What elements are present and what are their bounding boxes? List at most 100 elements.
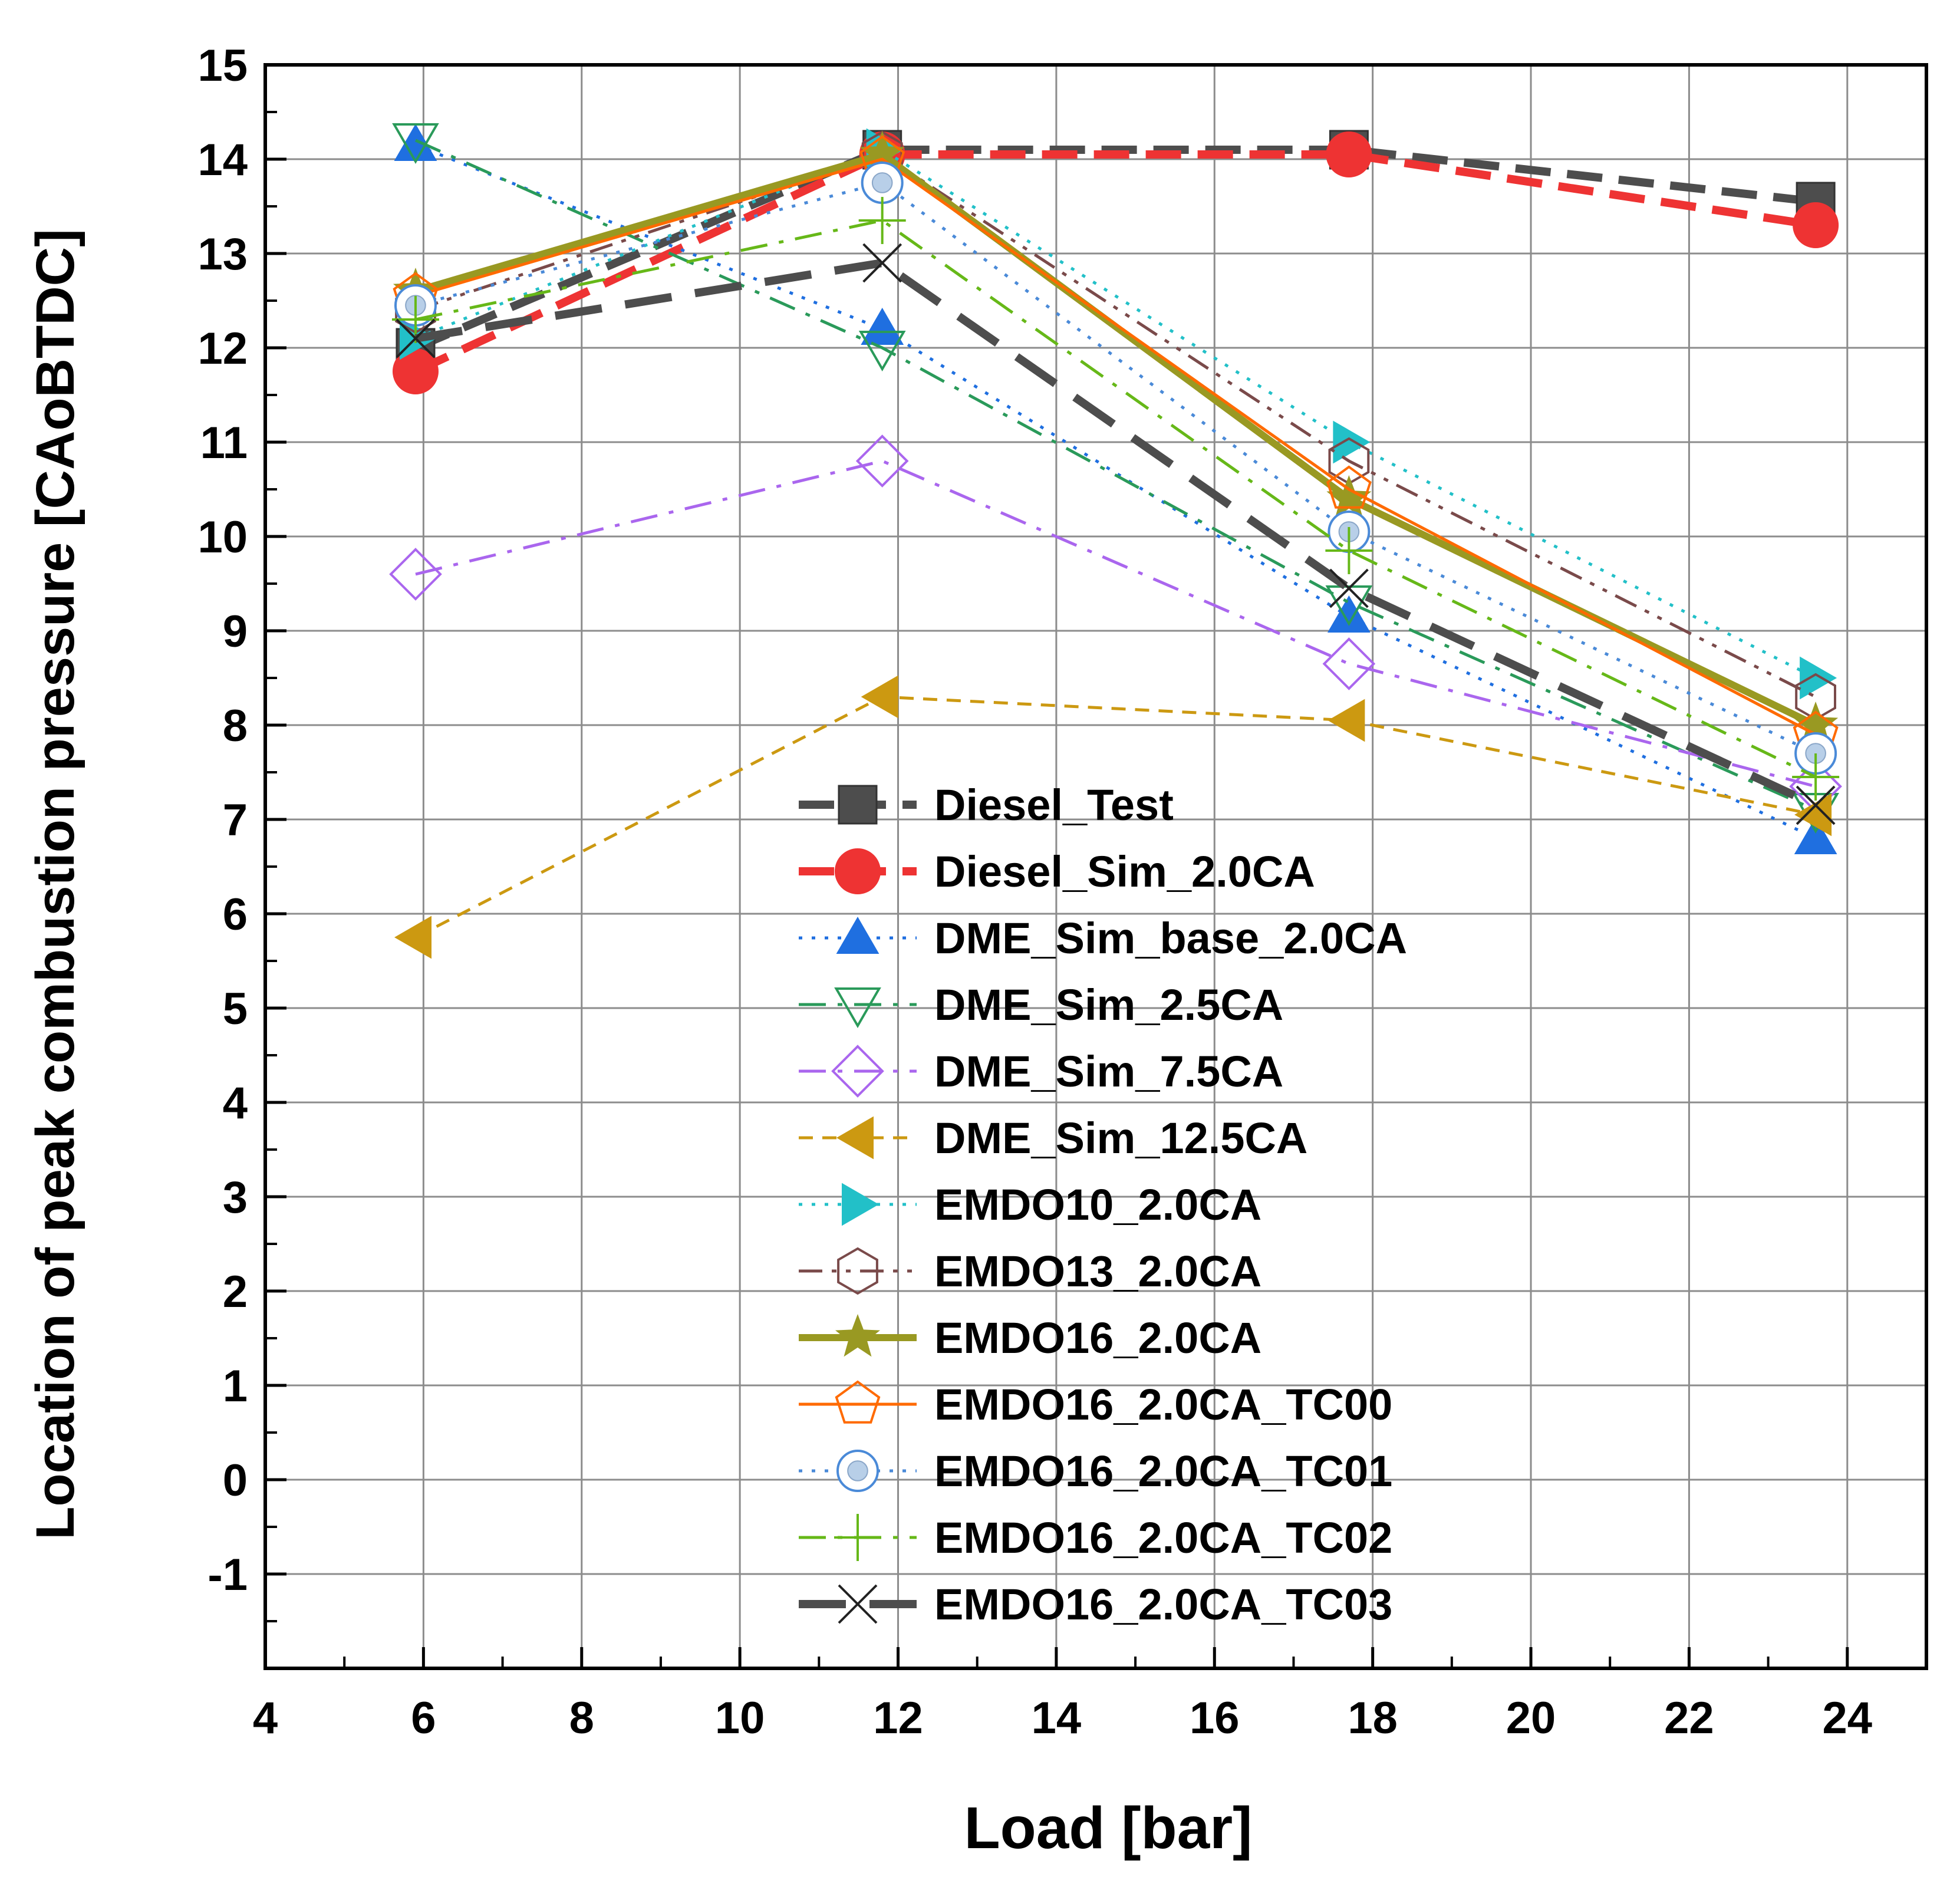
data-point-marker bbox=[394, 124, 437, 161]
legend-label: Diesel_Sim_2.0CA bbox=[934, 847, 1315, 896]
x-tick-label: 10 bbox=[715, 1693, 765, 1743]
data-point-marker bbox=[1326, 465, 1372, 509]
y-tick-label: 4 bbox=[223, 1078, 248, 1128]
data-point-marker bbox=[1327, 595, 1371, 633]
legend-entry: EMDO16_2.0CA_TC03 bbox=[799, 1580, 1392, 1629]
data-point-marker-core bbox=[871, 172, 893, 193]
data-point-marker bbox=[392, 123, 439, 164]
series-EMDO16_2.0CA_TC03 bbox=[396, 243, 1836, 825]
y-axis-title: Location of peak combustion pressure [CA… bbox=[25, 229, 85, 1540]
legend-label: EMDO13_2.0CA bbox=[934, 1247, 1261, 1296]
legend-label: EMDO10_2.0CA bbox=[934, 1180, 1261, 1229]
legend-swatch-marker bbox=[836, 1450, 879, 1492]
x-tick-label: 24 bbox=[1823, 1693, 1873, 1743]
legend-entry: EMDO10_2.0CA bbox=[799, 1180, 1261, 1229]
data-point-marker bbox=[1793, 202, 1839, 248]
legend-swatch-marker bbox=[834, 987, 881, 1028]
x-tick-label: 8 bbox=[569, 1693, 594, 1743]
legend-swatch-marker bbox=[836, 917, 879, 954]
y-tick-label: 1 bbox=[223, 1361, 248, 1411]
legend-entry: EMDO13_2.0CA bbox=[799, 1247, 1261, 1296]
series-line bbox=[414, 146, 1816, 352]
data-point-marker bbox=[861, 162, 904, 204]
y-tick-label: 14 bbox=[197, 135, 248, 185]
x-tick-label: 12 bbox=[873, 1693, 923, 1743]
legend-label: EMDO16_2.0CA_TC03 bbox=[934, 1580, 1392, 1629]
y-tick-label: 6 bbox=[223, 890, 248, 940]
y-tick-label: 13 bbox=[197, 229, 248, 279]
x-tick-label: 14 bbox=[1032, 1693, 1082, 1743]
series-line bbox=[415, 143, 1817, 840]
legend-swatch-marker bbox=[835, 848, 881, 894]
series-line bbox=[415, 148, 1817, 680]
data-point-marker bbox=[861, 308, 904, 345]
data-point-marker bbox=[1326, 475, 1372, 518]
legend-swatch-marker bbox=[834, 1514, 881, 1561]
series-line bbox=[415, 181, 1817, 755]
x-tick-label: 18 bbox=[1348, 1693, 1398, 1743]
y-tick-label: 15 bbox=[197, 41, 248, 91]
legend-swatch-marker bbox=[831, 1045, 884, 1098]
legend-label: EMDO16_2.0CA bbox=[934, 1313, 1261, 1362]
legend-entry: EMDO16_2.0CA_TC01 bbox=[799, 1447, 1392, 1496]
data-point-marker bbox=[396, 318, 436, 358]
legend-label: EMDO16_2.0CA_TC01 bbox=[934, 1447, 1392, 1496]
y-tick-label: -1 bbox=[207, 1550, 248, 1600]
data-point-marker bbox=[1333, 420, 1371, 464]
series-DME_Sim_12.5CA bbox=[394, 675, 1832, 959]
legend-label: Diesel_Test bbox=[934, 781, 1174, 829]
data-point-marker bbox=[1322, 637, 1376, 690]
data-point-marker bbox=[1325, 527, 1373, 574]
series-Diesel_Test bbox=[396, 130, 1836, 368]
data-point-marker bbox=[1326, 131, 1372, 177]
grid-lines bbox=[265, 65, 1926, 1668]
x-tick-label: 16 bbox=[1190, 1693, 1240, 1743]
series-EMDO16_2.0CA_TC00 bbox=[393, 135, 1839, 754]
legend-entry: EMDO16_2.0CA_TC02 bbox=[799, 1513, 1392, 1562]
legend-entry: EMDO16_2.0CA bbox=[799, 1313, 1261, 1362]
x-tick-label: 6 bbox=[411, 1693, 436, 1743]
legend-swatch-marker bbox=[835, 1380, 881, 1424]
series-EMDO10_2.0CA bbox=[400, 128, 1837, 700]
series-line bbox=[415, 219, 1817, 779]
series-line bbox=[415, 153, 1817, 699]
data-point-marker bbox=[1325, 585, 1373, 626]
data-point-marker bbox=[394, 916, 431, 959]
data-point-marker bbox=[858, 197, 906, 244]
legend-label: DME_Sim_12.5CA bbox=[934, 1114, 1307, 1163]
legend-label: EMDO16_2.0CA_TC00 bbox=[934, 1380, 1392, 1429]
y-tick-label: 11 bbox=[200, 418, 248, 468]
data-point-marker bbox=[1327, 699, 1365, 742]
legend-entry: DME_Sim_base_2.0CA bbox=[799, 914, 1407, 963]
data-point-marker bbox=[861, 675, 898, 719]
plot-series bbox=[389, 123, 1842, 959]
data-point-marker bbox=[389, 548, 442, 601]
data-point-marker bbox=[1794, 817, 1837, 854]
series-line bbox=[414, 695, 1816, 939]
x-tick-label: 20 bbox=[1506, 1693, 1556, 1743]
series-DME_Sim_7.5CA bbox=[389, 434, 1842, 813]
legend-label: DME_Sim_base_2.0CA bbox=[934, 914, 1407, 963]
x-tick-label: 22 bbox=[1664, 1693, 1714, 1743]
legend-swatch-marker bbox=[837, 1247, 878, 1295]
y-tick-label: 2 bbox=[223, 1267, 248, 1317]
data-point-marker bbox=[858, 331, 906, 371]
legend-entry: DME_Sim_2.5CA bbox=[799, 980, 1283, 1029]
legend-entry: DME_Sim_7.5CA bbox=[799, 1045, 1283, 1098]
series-line bbox=[414, 259, 1818, 809]
legend-entry: Diesel_Test bbox=[799, 781, 1174, 829]
axis-ticks bbox=[263, 63, 1849, 1668]
series-EMDO16_2.0CA_TC02 bbox=[391, 197, 1840, 801]
data-point-marker bbox=[862, 243, 902, 283]
x-axis-title: Load [bar] bbox=[964, 1795, 1253, 1861]
legend-label: EMDO16_2.0CA_TC02 bbox=[934, 1513, 1392, 1562]
legend-entry: EMDO16_2.0CA_TC00 bbox=[799, 1380, 1392, 1429]
legend-swatch-marker bbox=[838, 1584, 878, 1624]
x-tick-labels: 4 6 8 10 12 14 16 18 20 22 24 bbox=[253, 1693, 1872, 1743]
y-tick-label: 0 bbox=[223, 1456, 248, 1506]
legend-entry: DME_Sim_12.5CA bbox=[799, 1114, 1307, 1163]
legend-swatch-marker bbox=[842, 1183, 879, 1226]
legend-swatch-marker bbox=[838, 785, 878, 825]
y-tick-label: 7 bbox=[223, 795, 248, 845]
